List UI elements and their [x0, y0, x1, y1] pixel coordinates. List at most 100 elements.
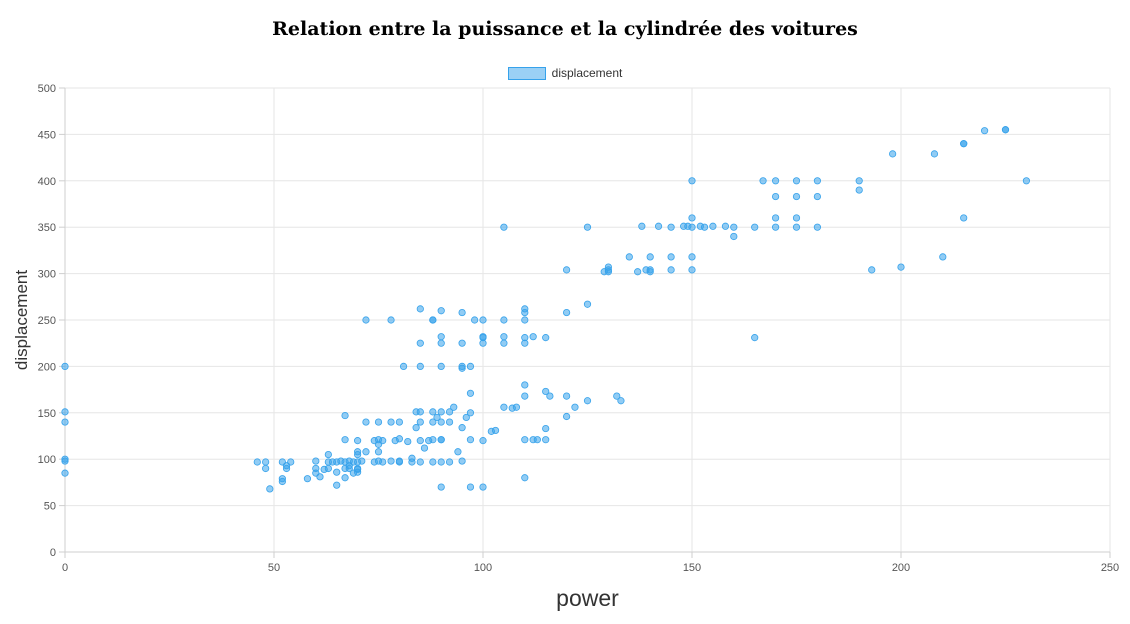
data-point: [278, 477, 286, 486]
data-point: [813, 192, 822, 201]
data-point: [61, 469, 69, 477]
data-point: [688, 253, 696, 261]
data-point: [312, 457, 320, 465]
data-point: [420, 444, 429, 452]
data-point: [792, 223, 801, 231]
data-point: [437, 408, 445, 416]
data-point: [533, 436, 541, 444]
data-point: [466, 436, 475, 444]
data-point: [387, 316, 395, 324]
data-point: [395, 457, 403, 465]
data-point: [667, 223, 675, 231]
data-point: [471, 316, 479, 324]
data-point: [512, 403, 521, 411]
data-point: [324, 450, 332, 459]
x-tick-label: 250: [1101, 562, 1119, 574]
data-point: [667, 266, 675, 274]
data-point: [667, 253, 675, 261]
data-point: [542, 424, 550, 433]
data-point: [466, 483, 475, 491]
data-point: [654, 222, 663, 230]
data-point: [324, 464, 332, 473]
data-point: [362, 418, 370, 426]
data-point: [562, 412, 571, 421]
y-tick-label: 50: [44, 501, 56, 513]
data-point: [500, 339, 508, 347]
data-point: [379, 437, 387, 445]
data-point: [562, 308, 571, 317]
data-point: [437, 418, 445, 426]
y-tick-label: 250: [38, 315, 56, 327]
data-point: [395, 435, 403, 443]
x-tick-label: 200: [892, 562, 910, 574]
data-point: [458, 308, 466, 317]
y-tick-label: 100: [38, 454, 56, 466]
data-point: [889, 150, 897, 158]
data-point: [792, 192, 801, 201]
data-point: [445, 408, 454, 416]
chart-title: Relation entre la puissance et la cylind…: [272, 18, 858, 40]
y-tick-label: 150: [38, 408, 56, 420]
data-point: [412, 424, 420, 432]
data-point: [458, 339, 466, 347]
data-point: [500, 223, 508, 231]
data-point: [341, 474, 349, 482]
data-point: [416, 362, 424, 370]
data-point: [792, 177, 801, 185]
x-tick-label: 100: [474, 562, 492, 574]
data-point: [980, 127, 989, 135]
data-point: [416, 437, 424, 445]
data-point: [500, 403, 508, 411]
data-point: [521, 381, 529, 389]
data-point: [521, 474, 529, 482]
data-point: [416, 339, 424, 347]
data-point: [341, 411, 349, 420]
data-point: [374, 448, 383, 456]
data-point: [688, 214, 696, 222]
data-point: [253, 458, 261, 466]
data-point: [429, 436, 437, 444]
data-point: [721, 222, 730, 230]
data-point: [855, 186, 863, 194]
data-point: [61, 408, 69, 416]
data-point: [445, 418, 454, 426]
data-point: [939, 253, 947, 261]
data-point: [262, 458, 270, 466]
data-point: [542, 387, 550, 396]
data-point: [500, 333, 508, 341]
data-point: [771, 214, 780, 222]
x-tick-label: 50: [268, 562, 280, 574]
data-point: [771, 192, 780, 201]
data-point: [362, 448, 370, 456]
data-point: [688, 177, 696, 185]
data-point: [429, 316, 437, 324]
data-point: [61, 362, 69, 370]
data-point: [458, 424, 466, 432]
legend[interactable]: displacement: [0, 66, 1130, 80]
data-point: [387, 457, 395, 465]
data-point: [613, 392, 621, 400]
data-point: [429, 458, 437, 466]
data-point: [709, 222, 717, 230]
y-tick-label: 300: [38, 269, 56, 281]
data-point: [379, 458, 387, 466]
data-point: [546, 392, 554, 400]
data-point: [479, 437, 487, 445]
data-point: [458, 362, 466, 370]
data-point: [437, 458, 445, 466]
data-point: [625, 253, 633, 261]
data-point: [897, 263, 905, 271]
data-point: [458, 457, 466, 465]
data-point: [466, 389, 475, 397]
data-point: [287, 458, 295, 466]
y-tick-label: 0: [50, 547, 56, 559]
legend-swatch: [507, 66, 546, 80]
data-point: [362, 316, 370, 324]
y-tick-label: 200: [38, 361, 56, 373]
data-point: [437, 333, 445, 341]
data-point: [408, 454, 416, 462]
data-point: [437, 483, 445, 491]
data-point: [462, 413, 470, 422]
data-point: [416, 458, 424, 466]
